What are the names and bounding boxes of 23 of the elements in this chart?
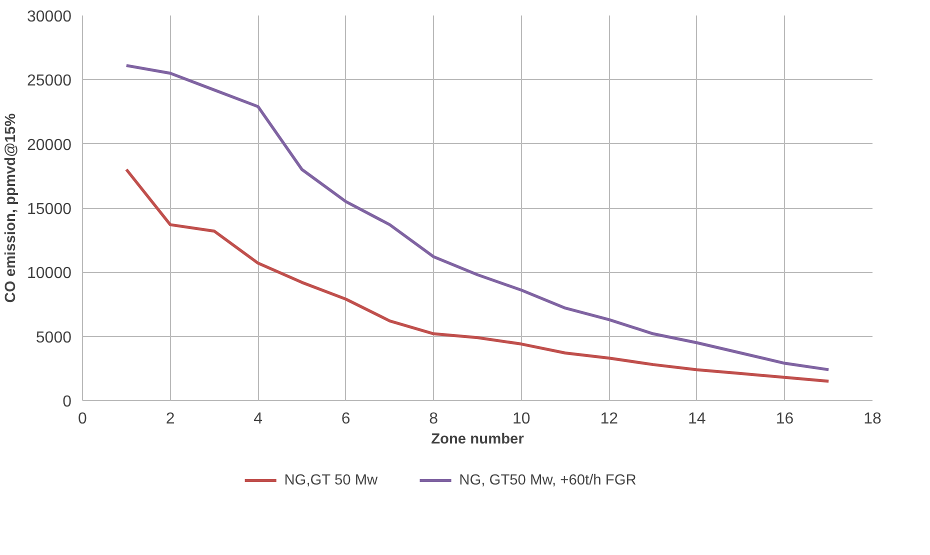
x-tick-label: 0 (78, 410, 88, 428)
x-tick-label: 6 (341, 410, 350, 428)
x-axis-title: Zone number (431, 432, 524, 448)
x-tick-label: 16 (776, 410, 794, 428)
y-axis-title: CO emission, ppmvd@15% (3, 113, 20, 303)
x-tick-label: 14 (688, 410, 706, 428)
y-tick-label: 0 (62, 394, 72, 410)
line-series (124, 64, 830, 372)
legend-label: NG,GT 50 Mw (284, 472, 378, 488)
legend-label: NG, GT50 Mw, +60t/h FGR (459, 472, 636, 488)
y-tick-label: 25000 (27, 72, 72, 90)
y-tick-label: 15000 (27, 201, 72, 218)
y-tick-label: 30000 (27, 8, 72, 26)
x-tick-label: 4 (254, 410, 263, 428)
line-series (124, 168, 830, 383)
x-tick-label: 12 (600, 410, 618, 428)
y-tick-label: 20000 (27, 136, 72, 154)
x-tick-label: 18 (864, 410, 882, 428)
x-tick-label: 2 (166, 410, 175, 428)
x-tick-label: 10 (512, 410, 530, 428)
x-tick-label: 8 (429, 410, 438, 428)
y-tick-label: 10000 (27, 265, 72, 282)
y-tick-label: 5000 (36, 329, 72, 346)
